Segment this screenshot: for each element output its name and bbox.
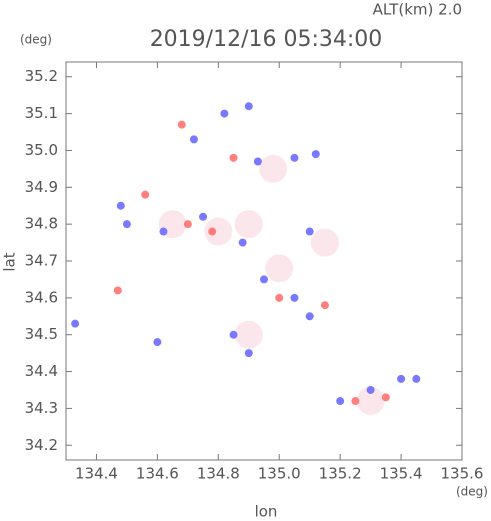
echo-point (275, 293, 284, 302)
echo-point (265, 254, 294, 283)
y-tick-label: 34.4 (25, 362, 58, 380)
x-unit: (deg) (456, 485, 488, 499)
y-axis-label: lat (1, 252, 19, 271)
echo-point (290, 293, 299, 302)
echo-point (220, 109, 229, 118)
x-tick-label: 134.4 (75, 465, 118, 483)
echo-point (229, 153, 238, 162)
echo-point (113, 286, 122, 295)
x-tick-label: 134.6 (136, 465, 179, 483)
echo-point (244, 102, 253, 111)
plot-frame (65, 61, 463, 461)
y-unit: (deg) (20, 33, 52, 47)
echo-point (397, 374, 406, 383)
echo-point (259, 154, 288, 183)
echo-point (189, 135, 198, 144)
echo-point (311, 150, 320, 159)
echo-point (356, 387, 385, 416)
y-tick-label: 35.0 (25, 141, 58, 159)
y-tick-label: 35.1 (25, 104, 58, 122)
echo-point (234, 210, 263, 239)
echo-point (305, 312, 314, 321)
x-tick-label: 135.0 (258, 465, 301, 483)
y-tick-label: 34.9 (25, 178, 58, 196)
echo-point (310, 228, 339, 257)
echo-point (244, 349, 253, 358)
x-tick-label: 135.4 (380, 465, 423, 483)
y-tick-label: 34.2 (25, 436, 58, 454)
y-tick-label: 34.3 (25, 399, 58, 417)
echo-point (381, 393, 390, 402)
echo-point (204, 217, 233, 246)
echo-point (159, 227, 168, 236)
echo-point (153, 338, 162, 347)
echo-point (229, 330, 238, 339)
y-tick-label: 35.2 (25, 67, 58, 85)
altitude-label: ALT(km) 2.0 (373, 1, 462, 19)
echo-point (253, 157, 262, 166)
y-tick-label: 34.7 (25, 252, 58, 270)
echo-point (141, 190, 150, 199)
y-tick-label: 34.6 (25, 288, 58, 306)
echo-point (320, 301, 329, 310)
echo-point (234, 320, 263, 349)
echo-point (412, 374, 421, 383)
echo-point (260, 275, 268, 284)
echo-point (208, 227, 217, 236)
echo-point (290, 153, 299, 162)
x-tick-label: 135.6 (441, 465, 484, 483)
echo-point (122, 220, 131, 229)
echo-point (351, 397, 360, 406)
echo-point (116, 201, 125, 210)
chart-title: 2019/12/16 05:34:00 (150, 27, 383, 52)
echo-point (199, 212, 208, 221)
echo-point (305, 227, 314, 236)
echo-point (183, 220, 192, 229)
x-tick-label: 134.8 (197, 465, 240, 483)
echo-point (366, 385, 375, 394)
echo-point (238, 238, 247, 247)
echo-point (177, 120, 186, 129)
echo-point (71, 319, 80, 328)
y-tick-label: 34.5 (25, 325, 58, 343)
y-tick-label: 34.8 (25, 215, 58, 233)
echo-point (336, 397, 345, 406)
x-axis-label: lon (255, 503, 278, 521)
x-tick-label: 135.2 (319, 465, 362, 483)
